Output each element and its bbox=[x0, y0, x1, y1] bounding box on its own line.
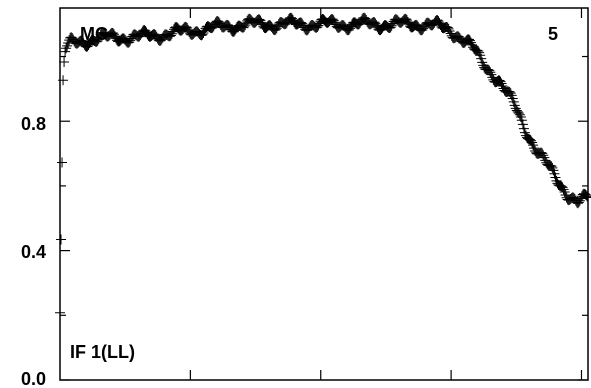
data-point bbox=[386, 20, 397, 31]
data-point bbox=[537, 148, 548, 159]
data-point bbox=[485, 67, 496, 78]
data-point bbox=[495, 76, 506, 87]
data-point bbox=[433, 16, 444, 27]
data-point bbox=[434, 17, 445, 28]
data-point bbox=[497, 80, 508, 91]
tick-marks bbox=[60, 8, 588, 381]
data-point bbox=[125, 35, 136, 46]
data-point bbox=[165, 30, 176, 41]
annotation-top-right: 5 bbox=[548, 24, 558, 44]
data-point bbox=[109, 31, 120, 42]
data-point bbox=[443, 23, 454, 34]
y-tick-label-1: 0.4 bbox=[21, 242, 46, 262]
y-tick-label-2: 0.8 bbox=[21, 114, 46, 134]
data-point bbox=[546, 161, 557, 172]
data-point bbox=[166, 28, 177, 39]
data-point bbox=[329, 17, 340, 28]
data-point bbox=[581, 191, 591, 202]
data-point bbox=[505, 88, 516, 99]
data-point bbox=[513, 108, 524, 119]
data-point bbox=[574, 195, 585, 206]
data-point bbox=[370, 18, 381, 29]
data-point bbox=[473, 46, 484, 57]
data-point bbox=[547, 162, 558, 173]
data-point bbox=[486, 69, 497, 80]
data-point bbox=[328, 15, 339, 26]
data-point bbox=[496, 78, 507, 89]
plot-frame bbox=[59, 7, 589, 381]
data-point bbox=[580, 190, 591, 201]
data-point bbox=[484, 65, 495, 76]
data-point bbox=[526, 135, 537, 146]
annotation-top-left: MC bbox=[80, 24, 108, 44]
data-point bbox=[61, 43, 72, 54]
data-point bbox=[57, 157, 68, 168]
data-point bbox=[297, 18, 308, 29]
data-points bbox=[55, 12, 591, 318]
data-point bbox=[464, 35, 475, 46]
data-point bbox=[518, 123, 529, 134]
data-point bbox=[514, 109, 525, 120]
data-point bbox=[512, 106, 523, 117]
data-point bbox=[539, 152, 550, 163]
data-point bbox=[92, 35, 103, 46]
data-point bbox=[182, 23, 193, 34]
data-point bbox=[240, 20, 251, 31]
data-point bbox=[474, 47, 485, 58]
data-point bbox=[444, 25, 455, 36]
data-point bbox=[516, 115, 527, 126]
data-point bbox=[255, 15, 266, 26]
data-point bbox=[557, 182, 568, 193]
data-point bbox=[558, 184, 569, 195]
data-point bbox=[401, 15, 412, 26]
data-point bbox=[56, 234, 67, 245]
y-tick-label-0: 0.0 bbox=[21, 369, 46, 388]
data-point bbox=[198, 28, 209, 39]
data-point bbox=[93, 34, 104, 45]
data-point bbox=[466, 37, 477, 48]
data-point bbox=[418, 23, 429, 34]
data-point bbox=[560, 189, 571, 200]
data-point bbox=[344, 23, 355, 34]
data-point bbox=[313, 20, 324, 31]
data-point bbox=[256, 17, 267, 28]
data-point bbox=[573, 197, 584, 208]
data-point bbox=[538, 150, 549, 161]
annotation-bottom-left: IF 1(LL) bbox=[70, 342, 135, 362]
data-point bbox=[402, 16, 413, 27]
data-point bbox=[517, 119, 528, 130]
data-point bbox=[271, 23, 282, 34]
data-point bbox=[108, 29, 119, 40]
data-point bbox=[527, 137, 538, 148]
data-point bbox=[536, 147, 547, 158]
